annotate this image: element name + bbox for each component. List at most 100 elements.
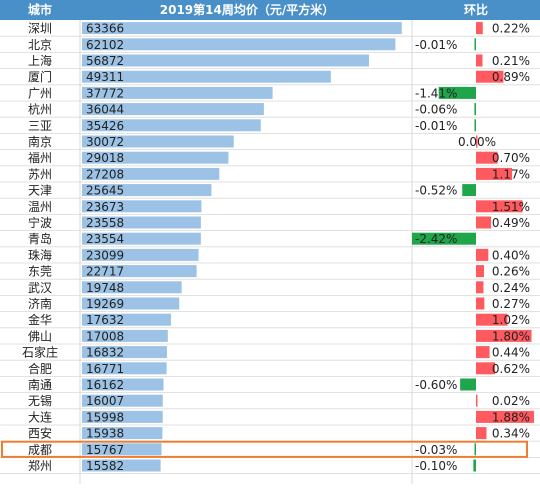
city-label: 三亚 xyxy=(28,119,52,133)
price-label: 30072 xyxy=(86,135,124,149)
price-bar xyxy=(82,410,163,423)
city-label: 合肥 xyxy=(28,361,52,376)
change-label: -0.52% xyxy=(415,184,457,198)
change-bar xyxy=(476,200,523,213)
change-bar xyxy=(473,459,476,472)
price-bar xyxy=(82,216,201,229)
price-label: 17008 xyxy=(86,329,124,343)
price-label: 37772 xyxy=(86,86,124,100)
change-label: 0.00% xyxy=(458,135,496,149)
city-label: 温州 xyxy=(28,200,52,214)
change-bar xyxy=(474,103,476,116)
price-bar xyxy=(82,38,396,51)
change-bar xyxy=(476,313,508,326)
change-bar xyxy=(476,297,485,310)
change-bar xyxy=(474,119,476,132)
price-label: 23558 xyxy=(86,216,124,230)
price-bar xyxy=(82,184,212,197)
city-label: 珠海 xyxy=(28,247,52,262)
header-change: 环比 xyxy=(464,2,488,17)
change-bar xyxy=(462,184,476,197)
city-label: 北京 xyxy=(28,38,52,52)
city-label: 金华 xyxy=(28,312,52,327)
change-label: -0.60% xyxy=(415,378,457,392)
price-label: 25645 xyxy=(86,184,124,198)
change-label: 0.44% xyxy=(492,346,530,360)
city-label: 郑州 xyxy=(28,458,52,473)
price-bar xyxy=(82,362,167,375)
change-bar xyxy=(438,86,476,99)
price-label: 16162 xyxy=(86,378,124,392)
change-bar xyxy=(476,329,532,342)
price-label: 19269 xyxy=(86,297,124,311)
price-bar xyxy=(82,346,167,359)
price-label: 36044 xyxy=(86,103,124,117)
change-bar xyxy=(412,232,476,245)
city-label: 大连 xyxy=(28,409,52,424)
change-label: -0.06% xyxy=(415,103,457,117)
change-bar xyxy=(476,151,498,164)
change-label: 0.21% xyxy=(492,54,530,68)
change-bar xyxy=(476,394,478,407)
city-label: 宁波 xyxy=(28,215,52,230)
change-bar xyxy=(476,22,483,35)
price-bar xyxy=(82,119,261,132)
change-bar xyxy=(476,54,483,67)
city-label: 厦门 xyxy=(28,69,52,84)
change-label: 0.62% xyxy=(492,362,530,376)
change-bar xyxy=(476,70,504,83)
price-bar xyxy=(82,443,162,456)
price-bar xyxy=(82,427,163,440)
city-label: 杭州 xyxy=(28,102,52,117)
price-label: 16007 xyxy=(86,394,124,408)
change-bar xyxy=(474,38,476,51)
price-bar xyxy=(82,200,202,213)
price-bar xyxy=(82,281,182,294)
header-price: 2019第14周均价（元/平方米） xyxy=(160,2,334,17)
change-bar xyxy=(476,427,487,440)
change-label: 0.70% xyxy=(492,151,530,165)
price-label: 63366 xyxy=(86,22,124,36)
price-label: 49311 xyxy=(86,70,124,84)
city-label: 无锡 xyxy=(28,393,52,408)
header-bar xyxy=(0,0,540,20)
price-bar xyxy=(82,394,163,407)
price-label: 27208 xyxy=(86,167,124,181)
change-label: 0.02% xyxy=(492,394,530,408)
price-label: 15767 xyxy=(86,443,124,457)
change-label: 1.17% xyxy=(492,167,530,181)
price-label: 23554 xyxy=(86,232,124,246)
change-label: 0.26% xyxy=(492,265,530,279)
change-label: 0.24% xyxy=(492,281,530,295)
price-bar xyxy=(82,54,369,67)
change-label: -0.01% xyxy=(415,119,457,133)
change-bar xyxy=(476,362,496,375)
city-label: 南通 xyxy=(28,377,52,392)
change-label: 0.27% xyxy=(492,297,530,311)
price-bar xyxy=(82,103,264,116)
price-bar xyxy=(82,329,168,342)
city-label: 青岛 xyxy=(28,231,52,246)
city-label: 上海 xyxy=(28,53,52,68)
price-bar xyxy=(82,86,273,99)
change-bar xyxy=(476,216,492,229)
price-label: 15938 xyxy=(86,427,124,441)
change-label: 1.80% xyxy=(492,329,530,343)
change-label: 0.40% xyxy=(492,248,530,262)
city-label: 佛山 xyxy=(28,329,52,343)
price-label: 62102 xyxy=(86,38,124,52)
price-bar xyxy=(82,232,201,245)
city-label: 天津 xyxy=(28,184,52,198)
price-bar xyxy=(82,22,402,35)
city-label: 苏州 xyxy=(28,167,52,181)
change-label: 0.34% xyxy=(492,427,530,441)
price-bar xyxy=(82,459,161,472)
change-bar xyxy=(476,135,478,148)
price-label: 35426 xyxy=(86,119,124,133)
price-bar xyxy=(82,313,171,326)
city-label: 武汉 xyxy=(28,281,52,295)
change-bar xyxy=(476,265,485,278)
highlight-box xyxy=(1,440,528,458)
city-label: 东莞 xyxy=(28,265,52,279)
